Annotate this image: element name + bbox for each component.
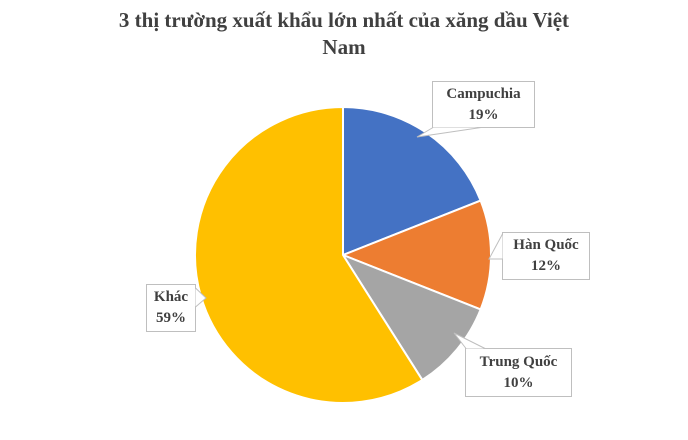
slice-label: Hàn Quốc — [513, 237, 579, 253]
slice-percent: 10% — [503, 374, 534, 391]
callout-han-quoc: Hàn Quốc 12% — [502, 232, 590, 280]
callout-campuchia: Campuchia 19% — [432, 81, 535, 128]
chart-title-line-1: 3 thị trường xuất khẩu lớn nhất của xăng… — [118, 8, 570, 32]
callout-trung-quoc: Trung Quốc 10% — [465, 348, 572, 397]
chart-title: 3 thị trường xuất khẩu lớn nhất của xăng… — [54, 7, 634, 61]
slice-percent: 12% — [531, 258, 561, 274]
slice-label: Khác — [153, 289, 189, 305]
slice-label: Trung Quốc — [479, 353, 558, 370]
slice-label: Campuchia — [446, 85, 521, 102]
callout-khac: Khác 59% — [146, 284, 196, 332]
chart-title-line-2: Nam — [322, 35, 366, 59]
slice-percent: 19% — [468, 106, 499, 123]
pie-slice-trung-quoc — [342, 254, 482, 381]
slice-percent: 59% — [156, 310, 186, 326]
